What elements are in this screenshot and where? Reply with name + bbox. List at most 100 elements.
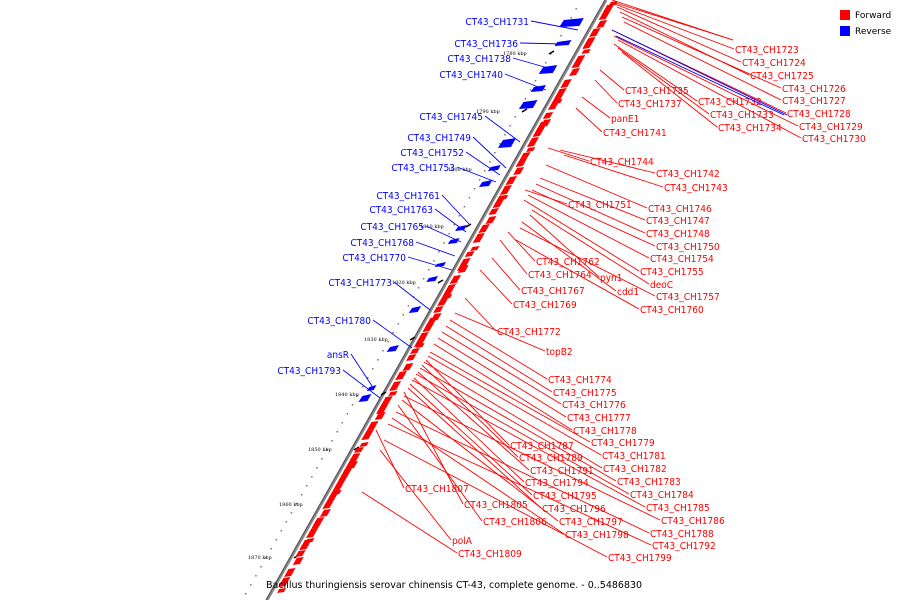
reverse-gene-block <box>559 18 584 27</box>
reverse-gene-leader <box>484 115 521 143</box>
reverse-gene-leader <box>425 225 462 243</box>
forward-gene-block <box>354 447 364 453</box>
scale-dot <box>346 413 349 415</box>
tick-label: 1790 kbp <box>476 109 500 115</box>
scale-dot <box>529 89 532 91</box>
forward-gene-label: CT43_CH1795 <box>533 491 597 502</box>
tick-label: 1860 kbp <box>279 502 303 508</box>
forward-gene-leader <box>547 147 590 162</box>
forward-gene-label: CT43_CH1807 <box>405 484 469 495</box>
forward-gene-block <box>359 442 369 447</box>
forward-gene-block <box>513 167 525 175</box>
scale-dot <box>565 26 567 28</box>
forward-gene-leader <box>621 16 782 89</box>
reverse-gene-leader <box>342 369 381 399</box>
scale-dot <box>544 62 547 64</box>
reverse-gene-block <box>497 138 517 148</box>
tick-mark <box>353 446 360 451</box>
forward-gene-block-large <box>571 59 584 68</box>
forward-gene-label: CT43_CH1792 <box>652 541 716 552</box>
forward-gene-label: CT43_CH1799 <box>608 553 672 564</box>
forward-gene-label: CT43_CH1728 <box>787 109 851 120</box>
forward-gene-label: CT43_CH1784 <box>630 490 694 501</box>
long-leader-line <box>615 35 785 116</box>
forward-gene-label: cdd1 <box>617 287 639 298</box>
forward-gene-leader <box>403 395 661 521</box>
forward-gene-block <box>449 275 462 284</box>
reverse-gene-label: CT43_CH1763 <box>369 205 433 216</box>
forward-gene-block <box>520 152 531 158</box>
forward-gene-block <box>526 137 540 147</box>
scale-dot <box>377 359 379 361</box>
forward-gene-label: CT43_CH1744 <box>590 157 654 168</box>
forward-gene-leader <box>387 423 652 546</box>
legend-swatch-reverse <box>840 26 850 36</box>
reverse-gene-label: CT43_CH1773 <box>328 278 392 289</box>
reverse-gene-label: CT43_CH1740 <box>439 70 503 81</box>
scale-dot <box>305 485 308 487</box>
forward-gene-label: CT43_CH1733 <box>710 110 774 121</box>
scale-dot <box>534 80 537 82</box>
scale-dot <box>463 206 466 208</box>
forward-gene-label: CT43_CH1735 <box>625 86 689 97</box>
scale-dot <box>504 134 506 136</box>
tick-mark <box>465 223 472 228</box>
forward-gene-leader <box>581 96 611 119</box>
forward-gene-leader <box>531 209 650 285</box>
forward-gene-block <box>581 49 591 54</box>
scale-dot <box>428 269 430 271</box>
reverse-gene-leader <box>372 319 413 349</box>
scale-dot <box>366 377 369 379</box>
forward-gene-leader <box>407 387 542 509</box>
tick-mark <box>437 279 444 284</box>
forward-gene-block <box>319 509 331 517</box>
forward-gene-leader <box>479 269 513 305</box>
forward-gene-leader <box>417 371 530 471</box>
scale-dot <box>575 8 577 10</box>
forward-gene-label: CT43_CH1754 <box>650 254 714 265</box>
forward-gene-block-large <box>338 469 352 480</box>
reverse-gene-label: CT43_CH1761 <box>376 191 440 202</box>
forward-gene-block-large <box>493 195 507 206</box>
forward-gene-block <box>406 354 417 361</box>
forward-gene-label: CT43_CH1762 <box>536 257 600 268</box>
reverse-gene-label: CT43_CH1752 <box>400 148 464 159</box>
scale-dot <box>311 476 313 478</box>
reverse-gene-block <box>386 345 400 352</box>
scale-dot <box>382 350 384 352</box>
scale-dot <box>433 260 435 262</box>
forward-gene-block <box>547 104 558 110</box>
forward-gene-leader <box>613 35 799 127</box>
scale-dot <box>417 287 420 289</box>
forward-gene-leader <box>559 149 656 174</box>
forward-gene-label: CT43_CH1748 <box>646 229 710 240</box>
forward-gene-label: CT43_CH1734 <box>718 123 782 134</box>
forward-gene-block <box>569 68 581 76</box>
forward-gene-block-large <box>311 519 324 529</box>
forward-gene-block <box>464 251 475 257</box>
forward-gene-label: CT43_CH1774 <box>548 375 612 386</box>
reverse-gene-leader <box>350 353 373 387</box>
forward-gene-leader <box>575 107 603 133</box>
tick-mark <box>409 336 416 341</box>
forward-gene-label: CT43_CH1755 <box>640 267 704 278</box>
scale-dot <box>509 125 511 127</box>
forward-gene-label: CT43_CH1730 <box>802 134 866 145</box>
scale-dot <box>270 548 272 550</box>
forward-gene-leader <box>383 439 608 558</box>
reverse-gene-leader <box>441 194 471 226</box>
forward-gene-label: CT43_CH1725 <box>750 71 814 82</box>
reverse-gene-leader <box>407 256 453 271</box>
forward-gene-label: CT43_CH1760 <box>640 305 704 316</box>
forward-gene-leader <box>411 379 646 508</box>
forward-gene-leader <box>524 189 568 205</box>
forward-gene-leader <box>539 177 646 221</box>
scale-dot <box>422 278 425 280</box>
scale-dot <box>489 161 491 163</box>
scale-dot <box>453 224 455 226</box>
scale-dot <box>285 521 288 523</box>
reverse-gene-label: CT43_CH1731 <box>465 17 529 28</box>
tick-label: 1820 kbp <box>392 280 416 286</box>
forward-gene-block-large <box>322 499 335 508</box>
reverse-gene-block <box>426 276 439 282</box>
